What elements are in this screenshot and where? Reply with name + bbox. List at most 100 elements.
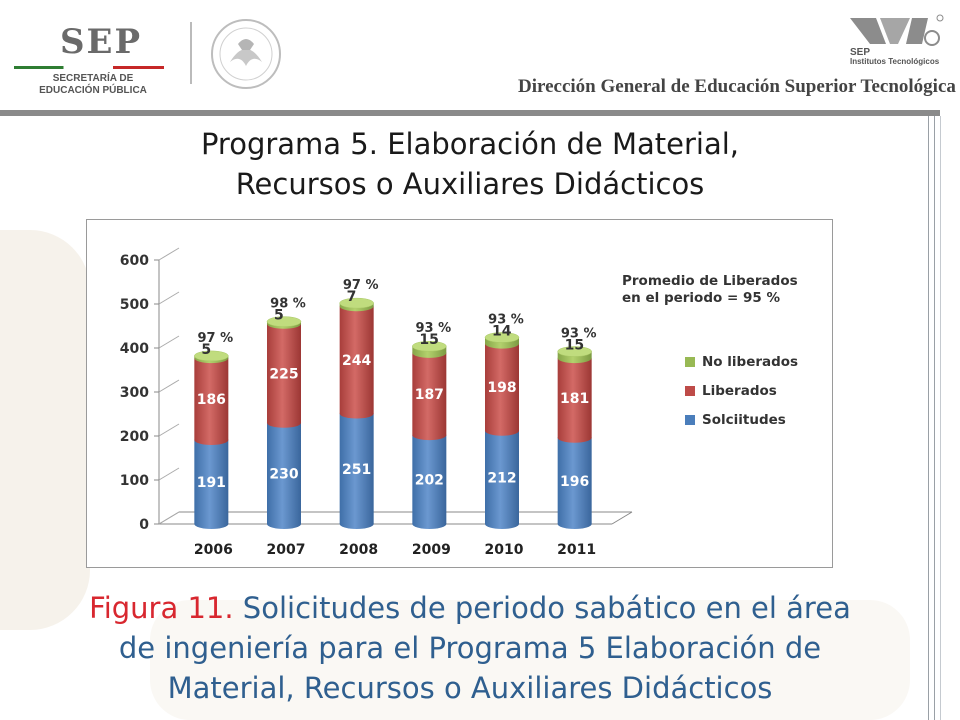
annotation-line-2: en el periodo = 95 % bbox=[622, 290, 780, 306]
caption-line-1: Figura 11. Solicitudes de periodo sabáti… bbox=[20, 588, 920, 628]
y-tick-connector bbox=[158, 247, 180, 261]
bar-segment bbox=[557, 358, 592, 438]
data-label: 14 bbox=[492, 323, 512, 339]
y-tick-label: 500 bbox=[120, 297, 149, 313]
chart-axes: 0 100 200 300 400 500 600 bbox=[120, 247, 633, 533]
bar-segment bbox=[194, 358, 229, 440]
bar-top-cap bbox=[339, 297, 374, 309]
percent-label: 97 % bbox=[198, 331, 234, 346]
legend-label: No liberados bbox=[702, 354, 798, 370]
caption-line-3: Material, Recursos o Auxiliares Didáctic… bbox=[167, 671, 773, 705]
data-label: 181 bbox=[560, 391, 589, 407]
tecnologicos-logo bbox=[846, 14, 946, 74]
data-label: 244 bbox=[342, 353, 371, 369]
bar-segment bbox=[412, 352, 447, 436]
bar-segment bbox=[194, 439, 229, 524]
annotation-line-1: Promedio de Liberados bbox=[622, 273, 798, 289]
data-label: 5 bbox=[201, 342, 211, 358]
data-label: 7 bbox=[347, 289, 357, 305]
bar-group bbox=[557, 346, 592, 529]
bar-segment bbox=[339, 306, 374, 414]
data-label: 5 bbox=[274, 308, 284, 324]
sep-logo-text: SEP bbox=[60, 22, 143, 62]
bar-segment-bottom bbox=[412, 430, 447, 441]
bar-top-cap bbox=[412, 340, 447, 352]
bar-group bbox=[484, 332, 520, 529]
slide-header: SEP SECRETARÍA DE EDUCACIÓN PÚBLICA SEP … bbox=[0, 0, 960, 108]
figure-caption: Figura 11. Solicitudes de periodo sabáti… bbox=[20, 588, 920, 708]
bar-segment-bottom bbox=[194, 519, 229, 529]
y-tick-label: 200 bbox=[120, 429, 149, 445]
chart-bars bbox=[194, 297, 592, 529]
percent-label: 97 % bbox=[343, 278, 379, 293]
y-tick-label: 0 bbox=[139, 517, 149, 533]
bar-top-cap bbox=[194, 350, 229, 362]
sep-subtitle-line-1: SECRETARÍA DE bbox=[52, 73, 134, 84]
caption-text-1: Solicitudes de periodo sabático en el ár… bbox=[233, 591, 851, 625]
slide-title-line-1: Programa 5. Elaboración de Material, bbox=[200, 127, 740, 161]
bar-segment-bottom bbox=[194, 434, 229, 445]
sep-subtitle-line-2: EDUCACIÓN PÚBLICA bbox=[39, 85, 147, 96]
legend-label: Solciitudes bbox=[702, 412, 786, 428]
x-tick-label: 2011 bbox=[557, 542, 596, 558]
slide-title: Programa 5. Elaboración de Material, Rec… bbox=[100, 124, 840, 204]
bar-segment bbox=[485, 343, 519, 431]
bar-segment-bottom bbox=[557, 519, 592, 529]
tecnologicos-logo-icon bbox=[850, 14, 944, 46]
legend-swatch bbox=[685, 415, 695, 425]
bar-segment-bottom bbox=[267, 417, 301, 428]
dgest-title: Dirección General de Educación Superior … bbox=[518, 76, 956, 97]
bar-segment-bottom bbox=[339, 519, 374, 529]
it-logo-subtitle: Institutos Tecnológicos bbox=[850, 57, 940, 66]
data-label: 15 bbox=[419, 332, 438, 348]
data-label: 212 bbox=[487, 470, 516, 486]
bar-group bbox=[339, 297, 374, 529]
percent-label: 93 % bbox=[488, 312, 524, 327]
right-border-line-1 bbox=[928, 116, 929, 720]
x-tick-label: 2009 bbox=[412, 542, 451, 558]
y-tick-label: 100 bbox=[120, 473, 149, 489]
sep-logo: SEP SECRETARÍA DE EDUCACIÓN PÚBLICA bbox=[14, 22, 174, 102]
bar-top-cap bbox=[266, 316, 302, 327]
bar-segment-bottom bbox=[412, 519, 447, 529]
percent-label: 93 % bbox=[561, 327, 597, 342]
data-label: 196 bbox=[560, 474, 589, 490]
bar-segment-bottom bbox=[339, 408, 374, 419]
bar-segment-bottom bbox=[485, 519, 519, 529]
data-label: 186 bbox=[197, 392, 226, 408]
y-tick-connector bbox=[158, 379, 180, 393]
data-label: 191 bbox=[197, 475, 226, 491]
x-tick-label: 2010 bbox=[485, 542, 524, 558]
bar-top-cap bbox=[557, 346, 592, 357]
percent-label: 98 % bbox=[270, 297, 306, 312]
y-tick-connector bbox=[158, 291, 180, 305]
legend-label: Liberados bbox=[702, 383, 777, 399]
y-tick-connector bbox=[158, 423, 180, 437]
tecnologicos-logo-text: SEP Institutos Tecnológicos bbox=[850, 48, 940, 67]
chart-frame: 0 100 200 300 400 500 600 191 186 5 97 % 2006 230 22… bbox=[86, 219, 833, 568]
background-decoration-bottom bbox=[150, 600, 910, 720]
bar-segment bbox=[267, 323, 301, 423]
y-tick-label: 600 bbox=[120, 253, 149, 269]
bar-segment bbox=[339, 413, 374, 524]
floor-edge-right bbox=[611, 511, 633, 525]
sep-logo-subtitle: SECRETARÍA DE EDUCACIÓN PÚBLICA bbox=[28, 73, 158, 97]
bar-segment bbox=[412, 435, 447, 524]
background-decoration bbox=[0, 230, 90, 630]
sep-logo-stripe bbox=[14, 66, 164, 69]
data-label: 187 bbox=[415, 387, 444, 403]
bar-top-cap bbox=[484, 332, 520, 343]
y-tick-label: 300 bbox=[120, 385, 149, 401]
right-border-line-2 bbox=[934, 116, 935, 720]
header-divider bbox=[190, 22, 192, 84]
data-label: 202 bbox=[415, 473, 444, 489]
data-label: 15 bbox=[565, 338, 584, 354]
caption-line-2: de ingeniería para el Programa 5 Elabora… bbox=[118, 631, 822, 665]
legend-swatch bbox=[685, 357, 695, 367]
right-border-line-3 bbox=[940, 116, 941, 720]
bar-segment-bottom bbox=[557, 432, 592, 443]
bar-segment bbox=[485, 430, 519, 524]
x-tick-label: 2007 bbox=[267, 542, 306, 558]
legend-swatch bbox=[685, 386, 695, 396]
